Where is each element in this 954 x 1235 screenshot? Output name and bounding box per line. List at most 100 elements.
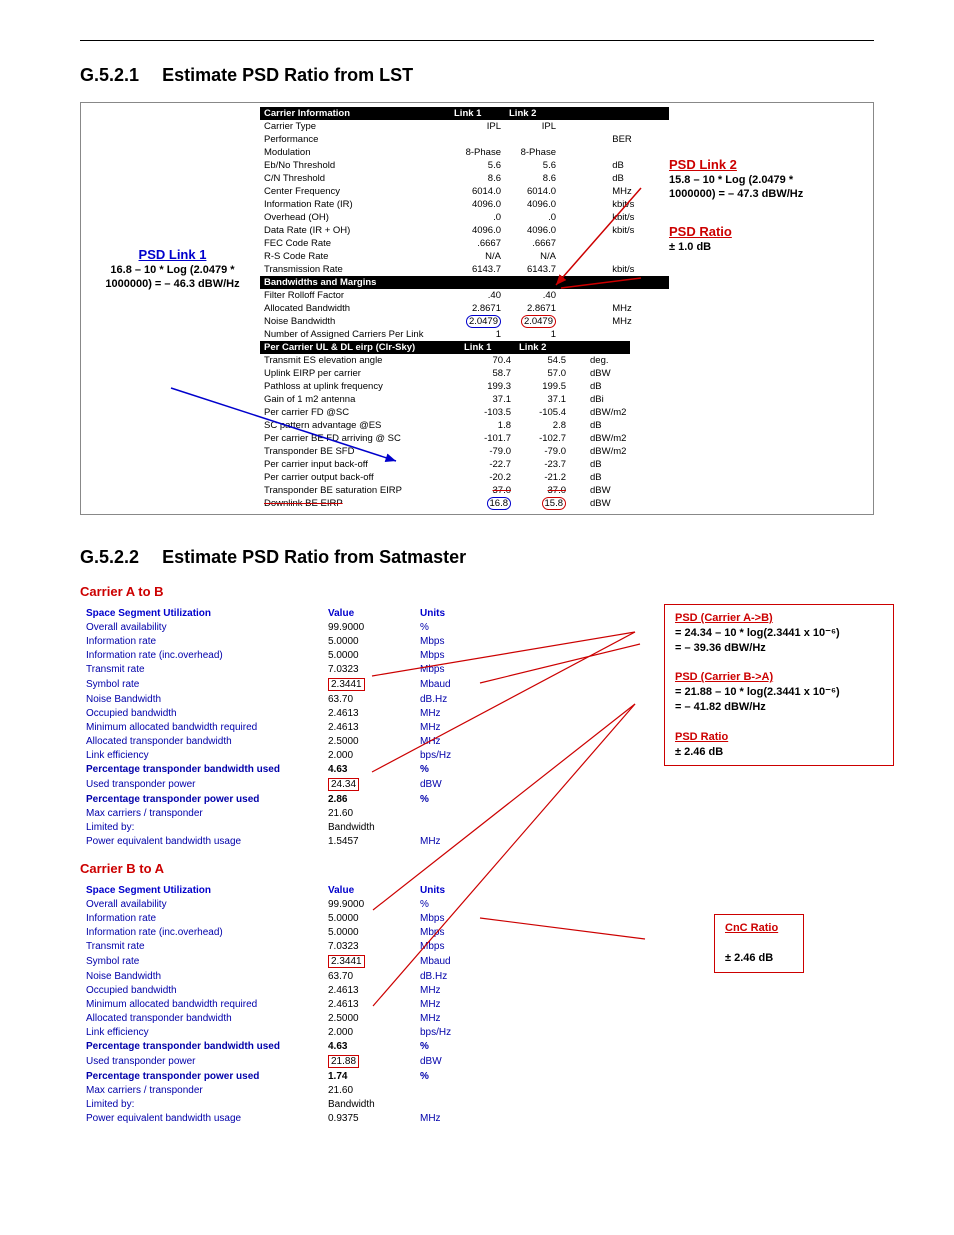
table-row: Noise Bandwidth63.70dB.Hz: [82, 970, 476, 982]
table-row: Uplink EIRP per carrier58.757.0dBW: [260, 367, 630, 380]
table-row: Per carrier BE FD arriving @ SC-101.7-10…: [260, 432, 630, 445]
table-row: Transmit rate7.0323Mbps: [82, 940, 476, 952]
table-row: Center Frequency6014.06014.0MHz: [260, 185, 669, 198]
table-row: Number of Assigned Carriers Per Link11: [260, 328, 669, 341]
table-row: Allocated Bandwidth2.86712.8671MHz: [260, 302, 669, 315]
satmaster-figure: Carrier A to B Space Segment Utilization…: [80, 584, 874, 1126]
value-header-ba: Value: [324, 884, 414, 896]
psd-ratio-label-2: PSD Ratio: [675, 730, 883, 745]
table-row: SC pattern advantage @ES1.82.8dB: [260, 419, 630, 432]
link2-header: Link 2: [505, 107, 560, 120]
link1-header: Link 1: [450, 107, 505, 120]
table-row: Limited by:Bandwidth: [82, 1098, 476, 1110]
table-row: Transponder BE SFD-79.0-79.0dBW/m2: [260, 445, 630, 458]
psd-link2-calc1: 15.8 – 10 * Log (2.0479 *: [669, 174, 869, 186]
table-row: R-S Code RateN/AN/A: [260, 250, 669, 263]
ssu-header-ab: Space Segment Utilization: [82, 607, 322, 619]
psd-link2-label: PSD Link 2: [669, 157, 869, 172]
table-row: Minimum allocated bandwidth required2.46…: [82, 721, 476, 733]
carrier-info-table: Carrier Information Link 1 Link 2 Carrie…: [260, 107, 669, 341]
table-row: Per carrier FD @SC-103.5-105.4dBW/m2: [260, 406, 630, 419]
table-row: Eb/No Threshold5.65.6dB: [260, 159, 669, 172]
psd-link1-annotation: PSD Link 1 16.8 – 10 * Log (2.0479 * 100…: [85, 107, 260, 341]
table-row: Occupied bandwidth2.4613MHz: [82, 984, 476, 996]
table-row: Information rate5.0000Mbps: [82, 912, 476, 924]
table-row: Per carrier input back-off-22.7-23.7dB: [260, 458, 630, 471]
table-row: Transmission Rate6143.76143.7kbit/s: [260, 263, 669, 276]
table-row: Symbol rate2.3441Mbaud: [82, 954, 476, 968]
table-row: Gain of 1 m2 antenna37.137.1dBi: [260, 393, 630, 406]
cnc-ratio-label: CnC Ratio: [725, 921, 793, 936]
units-header-ab: Units: [416, 607, 476, 619]
eirp-link2-header: Link 2: [515, 341, 570, 354]
carrier-ab-header: Carrier A to B: [80, 584, 874, 599]
psd-ab-label: PSD (Carrier A->B): [675, 611, 883, 626]
eirp-header: Per Carrier UL & DL eirp (Clr-Sky): [260, 341, 460, 354]
section-2-number: G.5.2.2: [80, 547, 139, 567]
units-header-ba: Units: [416, 884, 476, 896]
psd-ba-calc: = 21.88 – 10 * log(2.3441 x 10⁻⁶): [675, 685, 883, 700]
psd-ab-result: = – 39.36 dBW/Hz: [675, 641, 883, 656]
table-row: Allocated transponder bandwidth2.5000MHz: [82, 735, 476, 747]
table-row: Pathloss at uplink frequency199.3199.5dB: [260, 380, 630, 393]
table-row: Filter Rolloff Factor.40.40: [260, 289, 669, 302]
table-row: Transmit ES elevation angle70.454.5deg.: [260, 354, 630, 367]
top-rule: [80, 40, 874, 41]
psd-callout-box: PSD (Carrier A->B) = 24.34 – 10 * log(2.…: [664, 604, 894, 766]
value-header-ab: Value: [324, 607, 414, 619]
table-row: Transmit rate7.0323Mbps: [82, 663, 476, 675]
psd-ba-label: PSD (Carrier B->A): [675, 670, 883, 685]
lst-figure: PSD Link 1 16.8 – 10 * Log (2.0479 * 100…: [80, 102, 874, 515]
bandwidths-header: Bandwidths and Margins: [260, 276, 669, 289]
table-row: Minimum allocated bandwidth required2.46…: [82, 998, 476, 1010]
table-row: Used transponder power24.34dBW: [82, 777, 476, 791]
table-row: Percentage transponder bandwidth used4.6…: [82, 763, 476, 775]
table-row: Per carrier output back-off-20.2-21.2dB: [260, 471, 630, 484]
table-row: Symbol rate2.3441Mbaud: [82, 677, 476, 691]
table-row: Percentage transponder bandwidth used4.6…: [82, 1040, 476, 1052]
table-row: Power equivalent bandwidth usage1.5457MH…: [82, 835, 476, 847]
table-row: Noise Bandwidth63.70dB.Hz: [82, 693, 476, 705]
table-row: Occupied bandwidth2.4613MHz: [82, 707, 476, 719]
section-2-title: Estimate PSD Ratio from Satmaster: [162, 547, 466, 567]
table-row: Overhead (OH).0.0kbit/s: [260, 211, 669, 224]
carrier-ab-table: Space Segment Utilization Value Units Ov…: [80, 605, 478, 849]
cnc-callout-box: CnC Ratio ± 2.46 dB: [714, 914, 804, 973]
table-row: Data Rate (IR + OH)4096.04096.0kbit/s: [260, 224, 669, 237]
table-row: Max carriers / transponder21.60: [82, 807, 476, 819]
table-row: Power equivalent bandwidth usage0.9375MH…: [82, 1112, 476, 1124]
table-row: Information rate5.0000Mbps: [82, 635, 476, 647]
psd-link1-calc2: 1000000) = – 46.3 dBW/Hz: [85, 278, 260, 290]
psd-ratio-label: PSD Ratio: [669, 224, 869, 239]
psd-ratio-value-2: ± 2.46 dB: [675, 745, 883, 760]
table-row: Overall availability99.9000%: [82, 621, 476, 633]
section-1-heading: G.5.2.1 Estimate PSD Ratio from LST: [80, 65, 874, 86]
eirp-link1-header: Link 1: [460, 341, 515, 354]
carrier-ba-header: Carrier B to A: [80, 861, 874, 876]
table-row: Limited by:Bandwidth: [82, 821, 476, 833]
table-row: Max carriers / transponder21.60: [82, 1084, 476, 1096]
table-row: Allocated transponder bandwidth2.5000MHz: [82, 1012, 476, 1024]
psd-link2-annotation: PSD Link 2 15.8 – 10 * Log (2.0479 * 100…: [669, 107, 869, 341]
table-row: FEC Code Rate.6667.6667: [260, 237, 669, 250]
table-row: Link efficiency2.000bps/Hz: [82, 749, 476, 761]
psd-ab-calc: = 24.34 – 10 * log(2.3441 x 10⁻⁶): [675, 626, 883, 641]
table-row: PerformanceBER: [260, 133, 669, 146]
table-row: Transponder BE saturation EIRP37.037.0dB…: [260, 484, 630, 497]
ssu-header-ba: Space Segment Utilization: [82, 884, 322, 896]
cnc-ratio-value: ± 2.46 dB: [725, 951, 793, 966]
table-row: Information rate (inc.overhead)5.0000Mbp…: [82, 649, 476, 661]
table-row: Percentage transponder power used2.86%: [82, 793, 476, 805]
eirp-table: Per Carrier UL & DL eirp (Clr-Sky) Link …: [260, 341, 630, 510]
table-row: Used transponder power21.88dBW: [82, 1054, 476, 1068]
lst-tables-column: Carrier Information Link 1 Link 2 Carrie…: [260, 107, 669, 341]
psd-ba-result: = – 41.82 dBW/Hz: [675, 700, 883, 715]
section-2-heading: G.5.2.2 Estimate PSD Ratio from Satmaste…: [80, 547, 874, 568]
section-1-title: Estimate PSD Ratio from LST: [162, 65, 413, 85]
table-row: Downlink BE EIRP16.815.8dBW: [260, 497, 630, 510]
carrier-ba-table: Space Segment Utilization Value Units Ov…: [80, 882, 478, 1126]
table-row: C/N Threshold8.68.6dB: [260, 172, 669, 185]
psd-ratio-value: ± 1.0 dB: [669, 241, 869, 253]
table-row: Noise Bandwidth2.04792.0479MHz: [260, 315, 669, 328]
table-row: Link efficiency2.000bps/Hz: [82, 1026, 476, 1038]
